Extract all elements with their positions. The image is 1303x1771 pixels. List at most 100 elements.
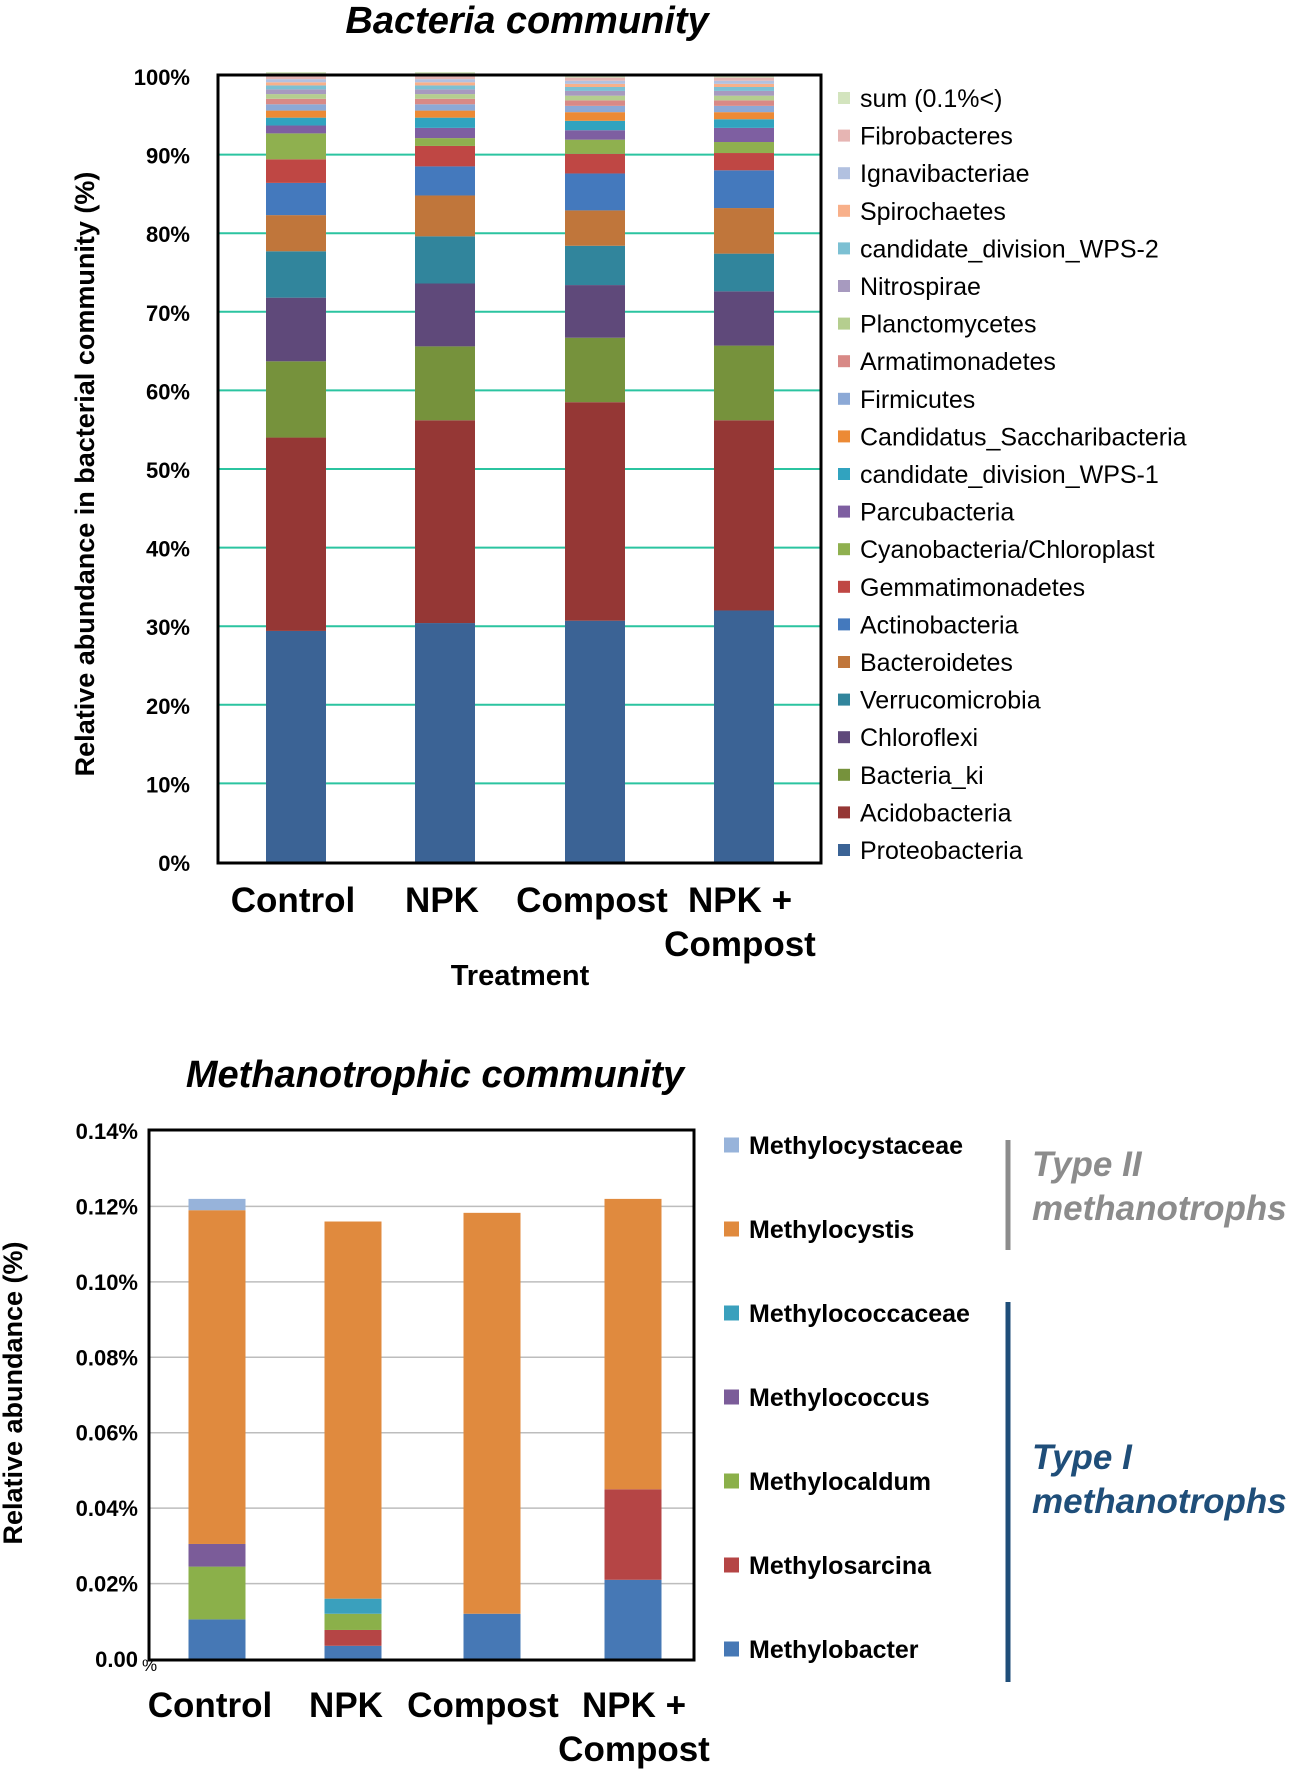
bacteria-legend: sum (0.1%<) Fibrobacteres Ignavibacteriae S… — [838, 85, 1187, 865]
legend-label-methylocystis: Methylocystis — [749, 1216, 914, 1244]
legend-swatch-gemmatimonadetes — [838, 580, 850, 593]
bacteria-chart-title: Bacteria community — [345, 0, 710, 42]
bar-npk-methylocystis — [324, 1221, 382, 1599]
legend-label-bacteria-ki: Bacteria_ki — [860, 762, 984, 790]
bar-npk-methylobacter — [324, 1645, 382, 1659]
legend-swatch-methylocystaceae — [724, 1137, 739, 1153]
bar-control-actinobacteria — [266, 182, 326, 216]
legend-label-candidate-division-wps-1: candidate_division_WPS-1 — [860, 461, 1159, 489]
legend-label-methylosarcina: Methylosarcina — [749, 1552, 932, 1580]
bacteria-y-axis-label: Relative abundance in bacterial communit… — [70, 172, 100, 777]
bacteria-y-ticks: 0% 10% 20% 30% 40% 50% 60% 70% 80% 90% 100% — [134, 65, 190, 876]
bar-npk-firmicutes — [415, 104, 475, 111]
bar-control-acidobacteria — [266, 437, 326, 631]
bar-npk-methylococcaceae — [324, 1598, 382, 1614]
y-tick-label: 90% — [146, 144, 190, 169]
bar-npk-compost-cyanobacteria-chloroplast — [714, 142, 774, 154]
bar-control-fibrobacteres — [266, 76, 326, 80]
bar-npk-methylocaldum — [324, 1613, 382, 1630]
legend-label-candidatus-saccharibacteria: Candidatus_Saccharibacteria — [860, 423, 1187, 451]
bar-compost-proteobacteria — [565, 620, 625, 862]
bar-npk-fibrobacteres — [415, 76, 475, 80]
bar-control-bacteria-ki — [266, 361, 326, 438]
bar-compost-candidate-division-wps-1 — [565, 120, 625, 131]
bar-npk-gemmatimonadetes — [415, 145, 475, 167]
category-label-control: Control — [148, 1686, 272, 1725]
legend-swatch-chloroflexi — [838, 731, 850, 744]
y-tick-label: 0.00 — [95, 1647, 138, 1672]
y-tick-label: 0.02% — [76, 1572, 138, 1597]
bar-npk-compost-parcubacteria — [714, 127, 774, 143]
legend-swatch-sum-0-1 — [838, 92, 850, 104]
bar-control-methylococcus — [188, 1543, 246, 1567]
legend-swatch-parcubacteria — [838, 505, 850, 518]
legend-label-fibrobacteres: Fibrobacteres — [860, 123, 1013, 151]
legend-label-methylococcus: Methylococcus — [749, 1384, 930, 1412]
methanotroph-plot-frame — [147, 1128, 696, 1662]
bar-compost-parcubacteria — [565, 130, 625, 140]
legend-label-planctomycetes: Planctomycetes — [860, 311, 1036, 339]
y-tick-label: 0.06% — [76, 1421, 138, 1446]
bar-npk-compost-spirochaetes — [714, 83, 774, 88]
y-tick-label: 60% — [146, 379, 190, 404]
bar-npk-compost-planctomycetes — [714, 95, 774, 101]
y-tick-label: 20% — [146, 694, 190, 719]
bar-control-firmicutes — [266, 104, 326, 111]
legend-swatch-methylocystis — [724, 1221, 739, 1237]
bar-npk-compost-ignavibacteriae — [714, 80, 774, 84]
legend-label-cyanobacteria-chloroplast: Cyanobacteria/Chloroplast — [860, 536, 1155, 564]
legend-swatch-bacteria-ki — [838, 768, 850, 781]
bar-control-methylobacter — [188, 1619, 246, 1659]
bar-compost-planctomycetes — [565, 95, 625, 101]
bar-control-methylocaldum — [188, 1566, 246, 1620]
bar-npk-spirochaetes — [415, 82, 475, 86]
legend-label-nitrospirae: Nitrospirae — [860, 273, 981, 301]
legend-label-methylobacter: Methylobacter — [749, 1636, 919, 1664]
legend-swatch-methylococcus — [724, 1389, 739, 1405]
legend-swatch-verrucomicrobia — [838, 693, 850, 706]
legend-swatch-firmicutes — [838, 392, 850, 405]
legend-swatch-methylococcaceae — [724, 1305, 739, 1321]
bar-compost-methylobacter — [463, 1613, 521, 1659]
bar-npk-compost-bacteria-ki — [714, 345, 774, 421]
bar-npk-compost-nitrospirae — [714, 90, 774, 96]
legend-swatch-bacteroidetes — [838, 656, 850, 668]
methanotroph-bars — [188, 1198, 662, 1659]
legend-swatch-spirochaetes — [838, 204, 850, 217]
legend-swatch-nitrospirae — [838, 280, 850, 292]
bar-compost-gemmatimonadetes — [565, 153, 625, 174]
bacteria-chart: Bacteria community Relative abundance in… — [70, 0, 1187, 992]
legend-swatch-methylobacter — [724, 1641, 739, 1657]
y-tick-label: 10% — [146, 772, 190, 797]
legend-swatch-ignavibacteriae — [838, 167, 850, 180]
legend-label-verrucomicrobia: Verrucomicrobia — [860, 687, 1041, 715]
category-label-control: Control — [231, 881, 355, 920]
bar-npk-nitrospirae — [415, 89, 475, 95]
y-tick-label: 80% — [146, 222, 190, 247]
bar-npk-compost-armatimonadetes — [714, 100, 774, 106]
bar-compost-spirochaetes — [565, 83, 625, 88]
bar-npk-armatimonadetes — [415, 98, 475, 105]
bar-control-methylocystis — [188, 1210, 246, 1544]
y-tick-label: 0.14% — [76, 1119, 138, 1144]
bar-control-cyanobacteria-chloroplast — [266, 133, 326, 160]
bar-npk-compost-acidobacteria — [714, 420, 774, 611]
legend-label-bacteroidetes: Bacteroidetes — [860, 649, 1013, 677]
bar-npk-bacteria-ki — [415, 346, 475, 421]
bar-npk-compost-proteobacteria — [714, 610, 774, 862]
legend-label-firmicutes: Firmicutes — [860, 386, 975, 414]
bar-npk-compost-actinobacteria — [714, 170, 774, 209]
y-tick-label: 100% — [134, 65, 190, 90]
bar-compost-nitrospirae — [565, 90, 625, 96]
bar-npk-planctomycetes — [415, 94, 475, 99]
legend-label-spirochaetes: Spirochaetes — [860, 198, 1006, 226]
bar-compost-candidate-division-wps-2 — [565, 87, 625, 91]
bacteria-bars — [266, 72, 774, 862]
bar-npk-chloroflexi — [415, 283, 475, 347]
bar-npk-actinobacteria — [415, 166, 475, 196]
bar-npk-candidatus-saccharibacteria — [415, 110, 475, 118]
legend-label-chloroflexi: Chloroflexi — [860, 724, 978, 752]
bar-compost-candidatus-saccharibacteria — [565, 112, 625, 121]
bar-npk-compost-candidate-division-wps-1 — [714, 119, 774, 128]
